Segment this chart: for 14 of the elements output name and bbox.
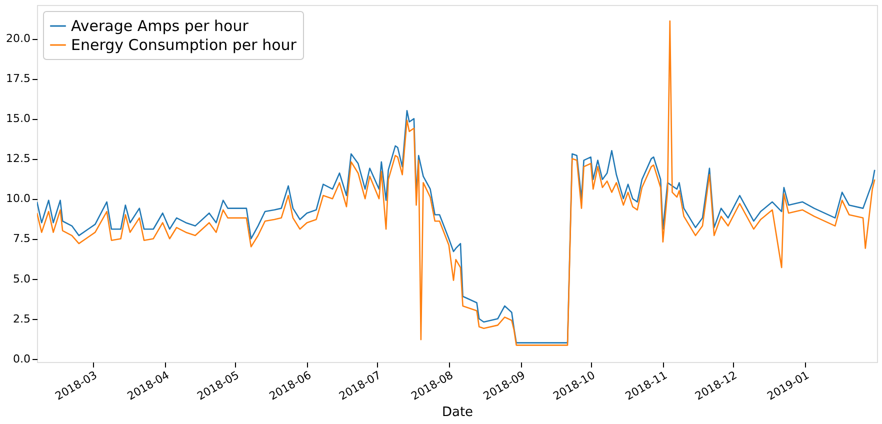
y-tick-label: 20.0	[6, 32, 30, 46]
y-tick-label: 0.0	[13, 352, 30, 366]
legend-label: Average Amps per hour	[71, 17, 250, 35]
y-tick-label: 17.5	[6, 72, 30, 86]
y-tick-label: 12.5	[6, 152, 30, 166]
y-tick-label: 15.0	[6, 112, 30, 126]
y-tick-label: 2.5	[13, 312, 30, 326]
x-axis-title: Date	[442, 405, 474, 420]
legend-label: Energy Consumption per hour	[71, 36, 298, 54]
line-series	[37, 110, 876, 344]
y-tick-label: 7.5	[13, 232, 30, 246]
line-series	[37, 20, 876, 346]
y-tick-label: 10.0	[6, 192, 30, 206]
y-tick-label: 5.0	[13, 272, 30, 286]
